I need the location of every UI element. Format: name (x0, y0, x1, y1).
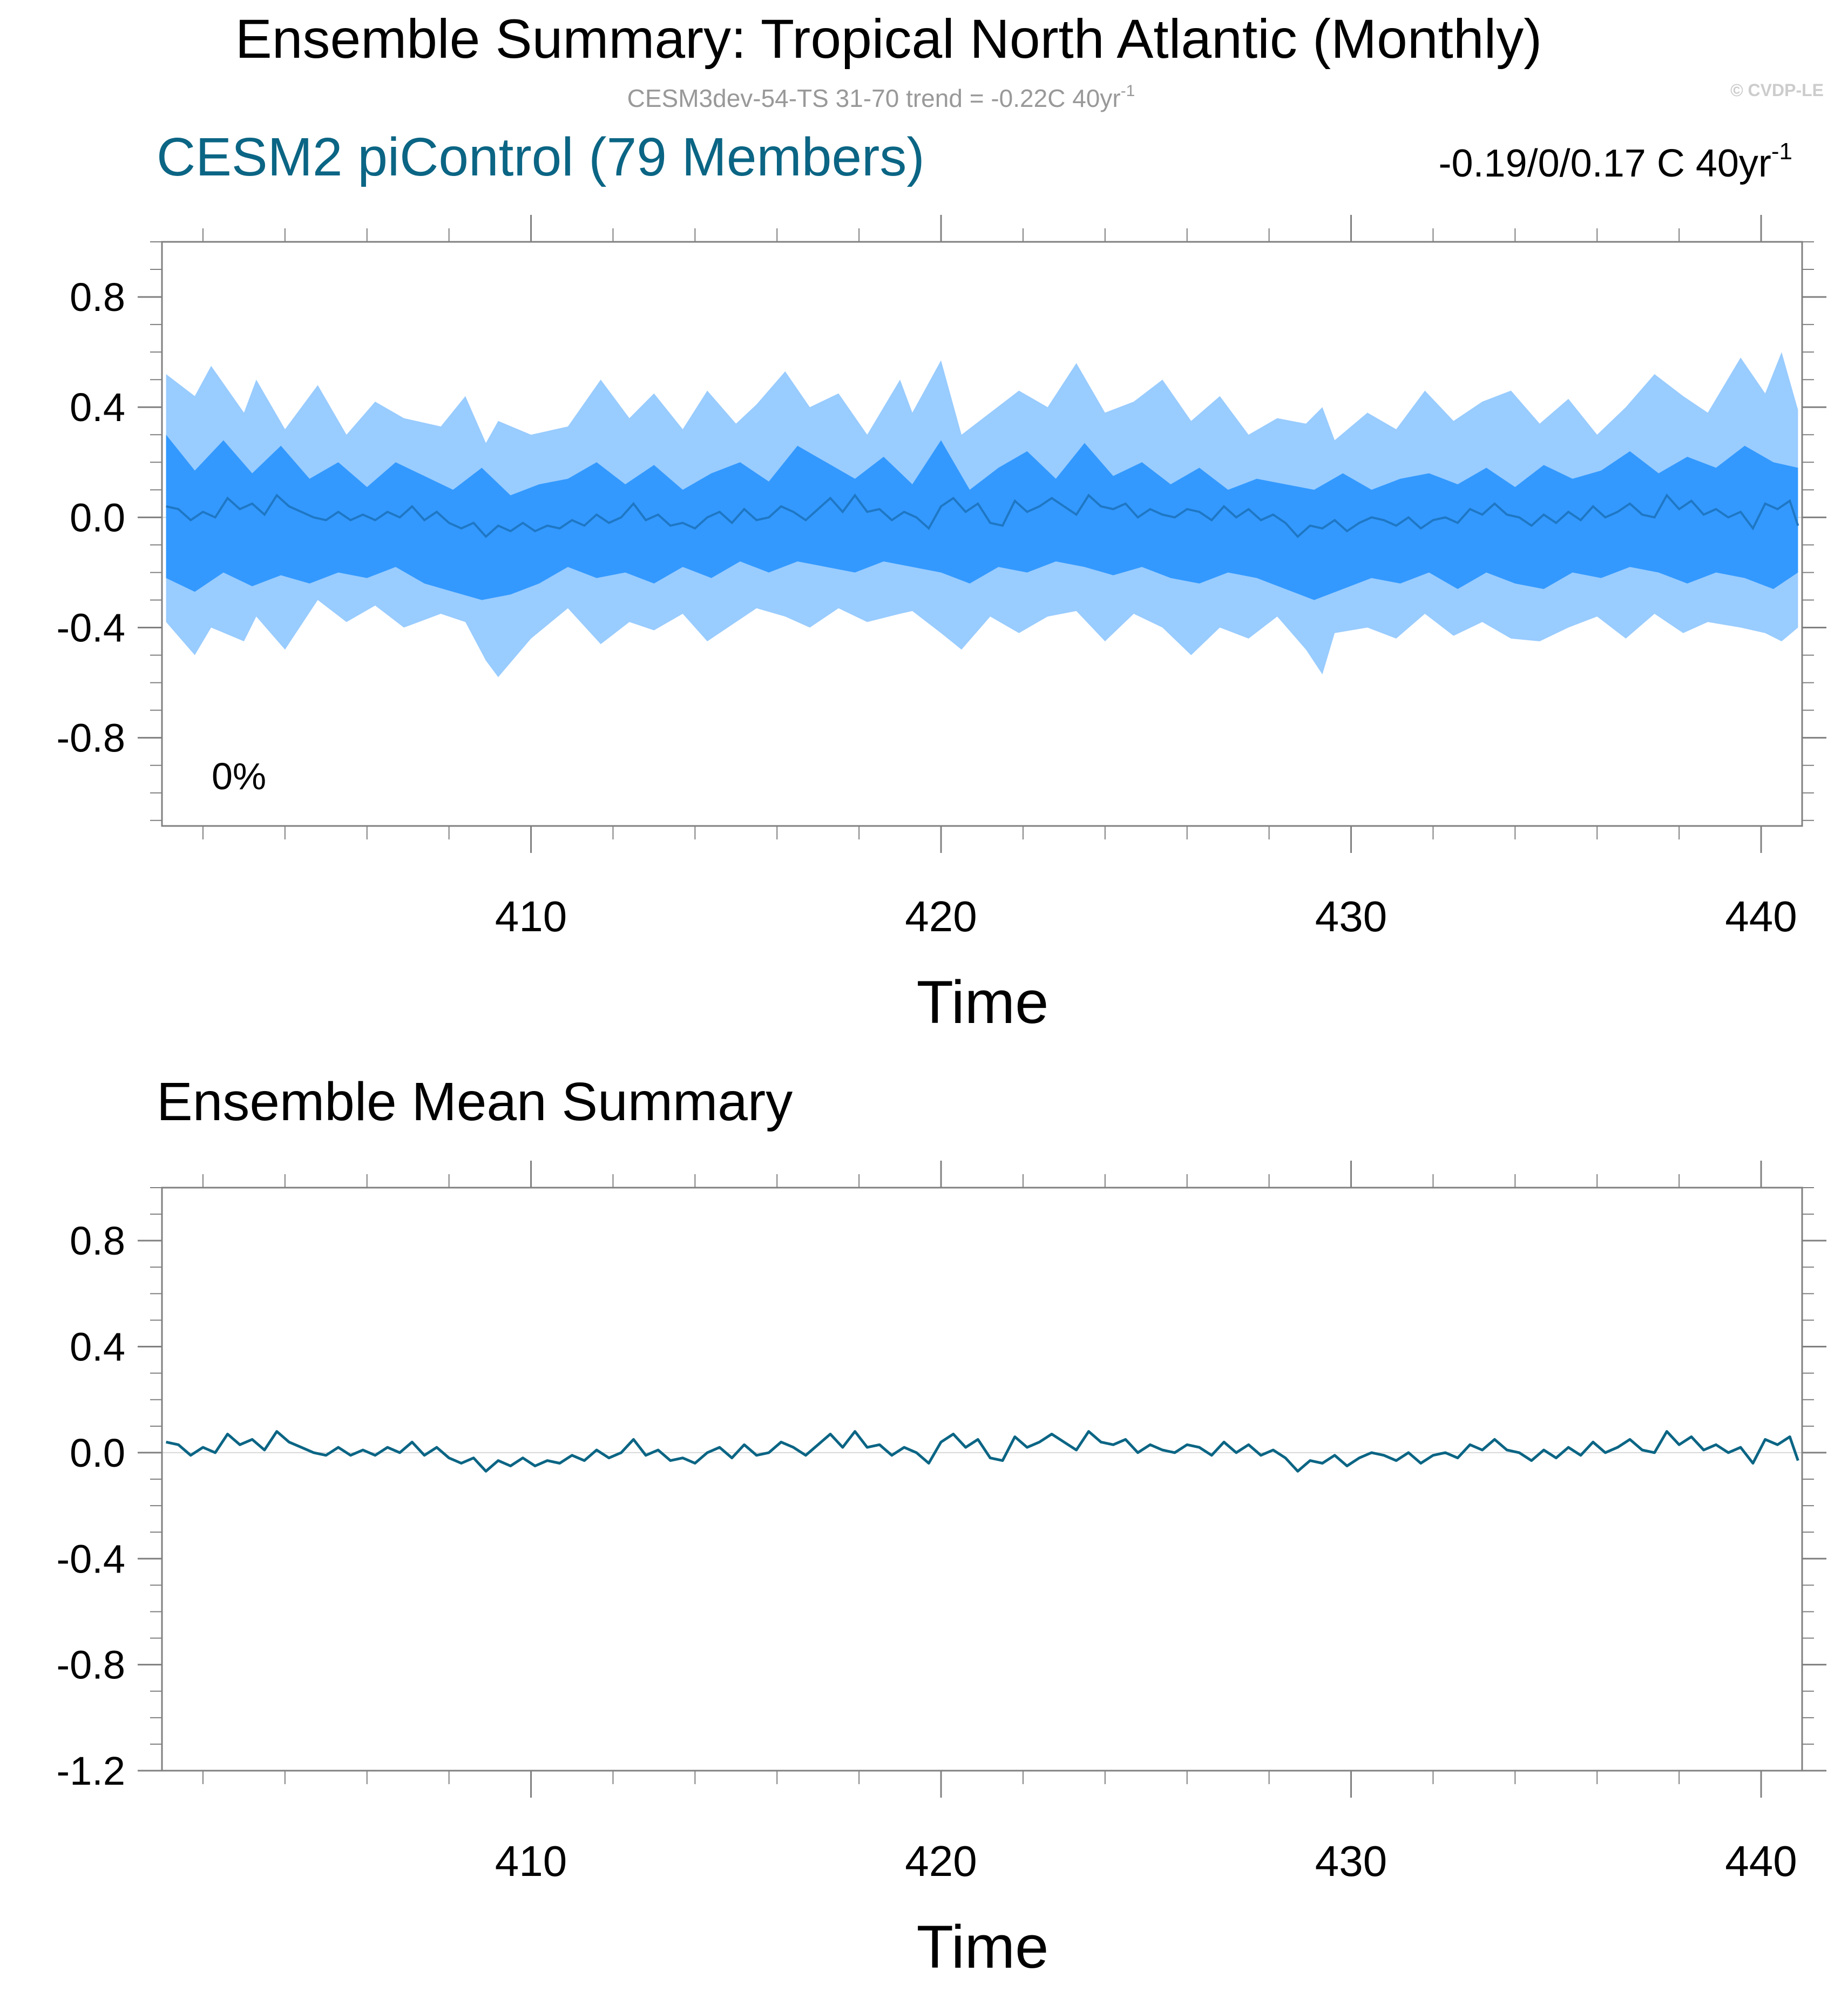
y-tick-label: 0.4 (70, 1325, 125, 1370)
panel2-ensemble-mean-line (166, 1430, 1799, 1473)
x-tick-label: 420 (905, 892, 977, 940)
panel1-model-title: CESM2 piControl (79 Members) (157, 127, 925, 187)
x-tick-label: 410 (495, 892, 567, 940)
panel2-x-axis-label: Time (917, 1913, 1049, 1981)
panel2-plot-area (162, 1430, 1802, 1473)
panel2-title: Ensemble Mean Summary (157, 1072, 793, 1132)
x-tick-label: 410 (495, 1837, 567, 1885)
y-tick-label: 0.8 (70, 1218, 125, 1263)
y-tick-label: -0.4 (56, 606, 125, 651)
x-tick-label: 420 (905, 1837, 977, 1885)
panel1-trend-stats-superscript: -1 (1771, 138, 1792, 165)
trend-subtitle: CESM3dev-54-TS 31-70 trend = -0.22C 40yr… (627, 82, 1135, 112)
panel-ensemble-summary: CESM2 piControl (79 Members) -0.19/0/0.1… (56, 127, 1826, 1036)
x-tick-label: 430 (1315, 1837, 1387, 1885)
y-tick-label: 0.4 (70, 385, 125, 430)
panel1-frame (161, 241, 1803, 827)
y-tick-label: -1.2 (56, 1749, 125, 1793)
x-tick-label: 440 (1725, 892, 1797, 940)
panel1-axes: 0.8 0.4 0.0 -0.4 -0.8 410 420 430 440 (56, 215, 1826, 940)
panel1-ensemble-median-line (166, 493, 1799, 538)
trend-subtitle-superscript: -1 (1121, 82, 1135, 100)
panel2-frame (161, 1187, 1803, 1772)
panel1-trend-stats: -0.19/0/0.17 C 40yr-1 (1439, 138, 1792, 185)
panel1-percent-label: 0% (212, 755, 266, 797)
panel2-axes: 0.8 0.4 0.0 -0.4 -0.8 -1.2 410 420 430 440 (56, 1161, 1826, 1885)
y-tick-label: -0.8 (56, 1643, 125, 1688)
panel1-trend-stats-text: -0.19/0/0.17 C 40yr (1439, 142, 1771, 185)
y-tick-label: 0.0 (70, 1431, 125, 1475)
figure-title: Ensemble Summary: Tropical North Atlanti… (235, 8, 1542, 70)
panel1-inner-band (166, 435, 1798, 600)
y-tick-label: -0.4 (56, 1536, 125, 1581)
x-tick-label: 440 (1725, 1837, 1797, 1885)
y-tick-label: 0.8 (70, 275, 125, 320)
panel1-x-axis-label: Time (917, 968, 1049, 1036)
panel1-plot-area (162, 352, 1802, 677)
trend-subtitle-text: CESM3dev-54-TS 31-70 trend = -0.22C 40yr (627, 84, 1121, 112)
x-tick-label: 430 (1315, 892, 1387, 940)
y-tick-label: 0.0 (70, 495, 125, 540)
cvdp-watermark: © CVDP-LE (1730, 80, 1824, 100)
y-tick-label: -0.8 (56, 716, 125, 761)
panel-ensemble-mean: Ensemble Mean Summary 0.8 0.4 0.0 -0.4 -0.8 -… (56, 1072, 1826, 1981)
